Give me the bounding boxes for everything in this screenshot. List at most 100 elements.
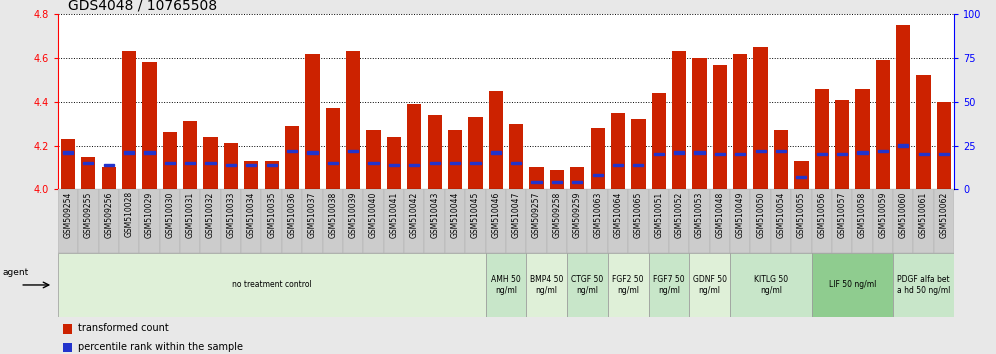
- Text: GSM510052: GSM510052: [674, 191, 683, 238]
- Bar: [84, 162, 94, 164]
- Bar: [692, 58, 706, 189]
- Text: GSM510053: GSM510053: [695, 191, 704, 238]
- Text: GSM510063: GSM510063: [594, 191, 603, 238]
- Text: GSM510047: GSM510047: [512, 191, 521, 238]
- Bar: [896, 25, 910, 189]
- Text: GSM510061: GSM510061: [919, 191, 928, 238]
- Bar: [200, 189, 221, 253]
- Bar: [858, 152, 868, 154]
- Bar: [491, 152, 501, 154]
- Text: GSM510030: GSM510030: [165, 191, 174, 238]
- Bar: [913, 189, 934, 253]
- Bar: [815, 88, 829, 189]
- Bar: [552, 181, 562, 183]
- Bar: [608, 189, 628, 253]
- Bar: [511, 162, 521, 164]
- Bar: [648, 253, 689, 317]
- Bar: [532, 181, 542, 183]
- Bar: [817, 153, 827, 155]
- Bar: [776, 150, 786, 152]
- Bar: [651, 93, 666, 189]
- Text: GSM510029: GSM510029: [145, 191, 154, 238]
- Text: GSM510054: GSM510054: [777, 191, 786, 238]
- Bar: [99, 189, 119, 253]
- Bar: [367, 130, 380, 189]
- Text: GSM509258: GSM509258: [553, 191, 562, 238]
- Bar: [631, 119, 645, 189]
- Bar: [470, 162, 480, 164]
- Text: GSM510043: GSM510043: [430, 191, 439, 238]
- Bar: [262, 189, 282, 253]
- Bar: [159, 189, 180, 253]
- Text: CTGF 50
ng/ml: CTGF 50 ng/ml: [572, 275, 604, 295]
- Bar: [613, 164, 623, 166]
- Text: GSM510028: GSM510028: [124, 191, 133, 238]
- Bar: [872, 189, 893, 253]
- Text: GSM510031: GSM510031: [185, 191, 194, 238]
- Bar: [572, 181, 583, 183]
- Bar: [323, 189, 343, 253]
- Bar: [754, 47, 768, 189]
- Text: GSM510062: GSM510062: [939, 191, 948, 238]
- Text: GSM510059: GSM510059: [878, 191, 887, 238]
- Bar: [221, 189, 241, 253]
- Text: GSM510036: GSM510036: [288, 191, 297, 238]
- Text: transformed count: transformed count: [78, 323, 168, 333]
- Bar: [203, 137, 218, 189]
- Bar: [162, 132, 177, 189]
- Text: GSM510060: GSM510060: [898, 191, 907, 238]
- Bar: [837, 153, 848, 155]
- Bar: [812, 189, 832, 253]
- Bar: [468, 117, 482, 189]
- Bar: [102, 167, 116, 189]
- Text: FGF2 50
ng/ml: FGF2 50 ng/ml: [613, 275, 644, 295]
- Bar: [832, 189, 853, 253]
- Bar: [710, 189, 730, 253]
- Text: GSM510049: GSM510049: [736, 191, 745, 238]
- Bar: [633, 164, 643, 166]
- Bar: [104, 164, 114, 166]
- Bar: [547, 189, 567, 253]
- Bar: [119, 189, 139, 253]
- Bar: [63, 324, 72, 333]
- Bar: [918, 153, 928, 155]
- Bar: [694, 152, 704, 154]
- Bar: [348, 150, 359, 152]
- Bar: [588, 189, 608, 253]
- Text: GSM509257: GSM509257: [532, 191, 541, 238]
- Bar: [937, 102, 951, 189]
- Bar: [139, 189, 159, 253]
- Text: GSM509254: GSM509254: [64, 191, 73, 238]
- Text: GSM509259: GSM509259: [573, 191, 582, 238]
- Text: GSM510051: GSM510051: [654, 191, 663, 238]
- Bar: [183, 121, 197, 189]
- Bar: [653, 153, 664, 155]
- Text: GSM510044: GSM510044: [450, 191, 459, 238]
- Bar: [328, 162, 338, 164]
- Text: GSM509256: GSM509256: [105, 191, 114, 238]
- Bar: [733, 53, 747, 189]
- Bar: [672, 51, 686, 189]
- Bar: [550, 170, 564, 189]
- Text: GSM510037: GSM510037: [308, 191, 317, 238]
- Text: AMH 50
ng/ml: AMH 50 ng/ml: [491, 275, 521, 295]
- Bar: [893, 253, 954, 317]
- Bar: [246, 164, 256, 166]
- Bar: [122, 51, 136, 189]
- Bar: [591, 128, 605, 189]
- Bar: [812, 253, 893, 317]
- Bar: [409, 164, 419, 166]
- Bar: [608, 253, 648, 317]
- Bar: [506, 189, 526, 253]
- Bar: [735, 153, 745, 155]
- Bar: [796, 176, 807, 178]
- Text: GSM510038: GSM510038: [329, 191, 338, 238]
- Bar: [934, 189, 954, 253]
- Bar: [450, 162, 460, 164]
- Bar: [364, 189, 383, 253]
- Bar: [386, 137, 401, 189]
- Bar: [486, 253, 526, 317]
- Bar: [241, 189, 262, 253]
- Text: GSM510057: GSM510057: [838, 191, 847, 238]
- Bar: [58, 253, 486, 317]
